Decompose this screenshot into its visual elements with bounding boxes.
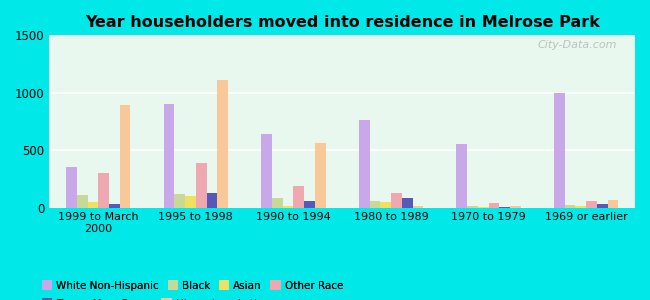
Bar xyxy=(489,203,499,208)
Bar xyxy=(391,193,402,208)
Bar xyxy=(261,134,272,208)
Bar xyxy=(467,206,478,208)
Bar xyxy=(207,193,217,208)
Bar xyxy=(120,105,131,208)
Bar xyxy=(109,204,120,208)
Legend: White Non-Hispanic, Black, Asian, Other Race: White Non-Hispanic, Black, Asian, Other … xyxy=(38,276,348,295)
Bar xyxy=(88,202,98,208)
Bar xyxy=(66,167,77,208)
Bar xyxy=(77,195,88,208)
Bar xyxy=(196,163,207,208)
Bar xyxy=(370,201,380,208)
Bar xyxy=(315,143,326,208)
Text: City-Data.com: City-Data.com xyxy=(538,40,617,50)
Bar xyxy=(293,186,304,208)
Bar xyxy=(185,196,196,208)
Bar xyxy=(586,201,597,208)
Bar xyxy=(272,198,283,208)
Bar xyxy=(565,205,575,208)
Bar xyxy=(456,144,467,208)
Title: Year householders moved into residence in Melrose Park: Year householders moved into residence i… xyxy=(84,15,600,30)
Bar xyxy=(478,207,489,208)
Bar xyxy=(283,206,293,208)
Bar xyxy=(597,203,608,208)
Bar xyxy=(413,206,423,208)
Bar xyxy=(164,104,174,208)
Bar xyxy=(575,206,586,208)
Bar xyxy=(608,200,618,208)
Legend: Two or More Races, Hispanic or Latino: Two or More Races, Hispanic or Latino xyxy=(38,294,274,300)
Bar xyxy=(499,207,510,208)
Bar xyxy=(359,120,370,208)
Bar xyxy=(98,173,109,208)
Bar xyxy=(304,201,315,208)
Bar xyxy=(510,206,521,208)
Bar xyxy=(380,202,391,208)
Bar xyxy=(554,93,565,208)
Bar xyxy=(217,80,228,208)
Bar xyxy=(174,194,185,208)
Bar xyxy=(402,198,413,208)
